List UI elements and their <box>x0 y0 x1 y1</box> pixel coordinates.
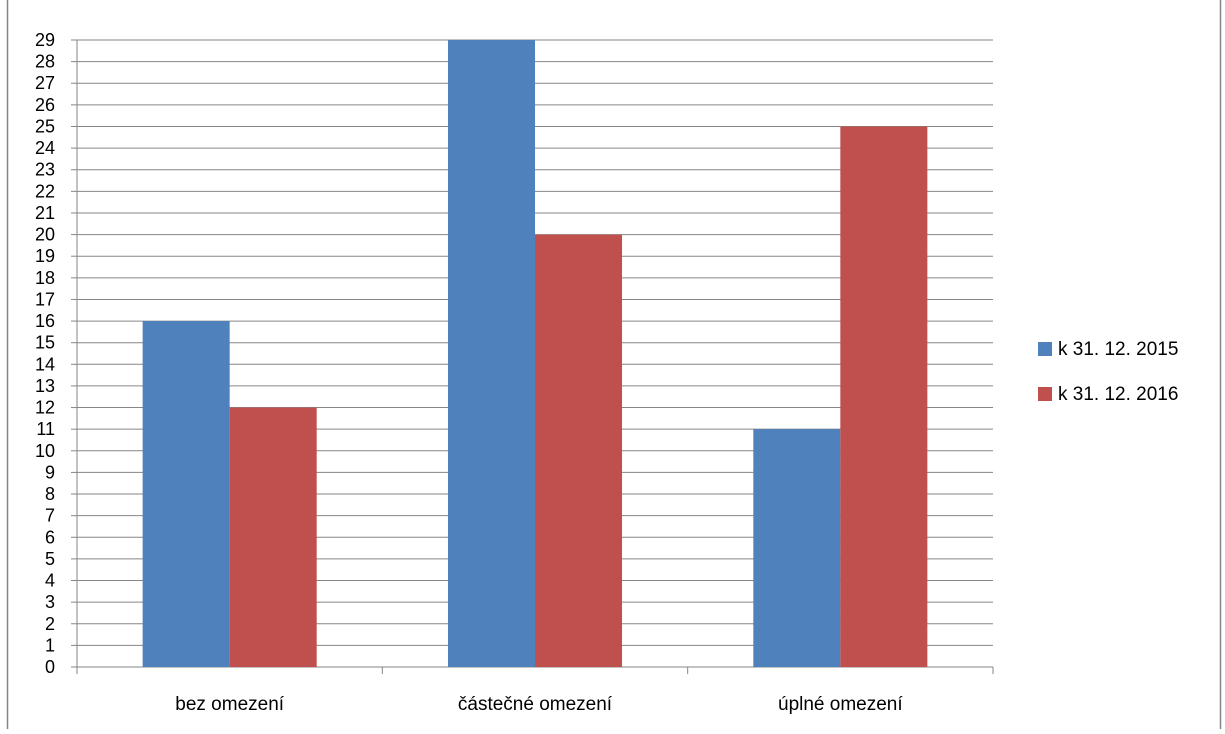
chart-border <box>6 0 1222 734</box>
y-tick-label: 19 <box>35 246 55 266</box>
y-tick-label: 29 <box>35 30 55 50</box>
y-tick-label: 15 <box>35 333 55 353</box>
x-tick-label: úplné omezení <box>778 694 903 715</box>
y-tick-label: 0 <box>45 657 55 677</box>
bar <box>447 40 535 667</box>
y-tick-label: 16 <box>35 311 55 331</box>
y-tick-label: 4 <box>45 571 55 591</box>
y-tick-label: 6 <box>45 527 55 547</box>
y-tick-label: 24 <box>35 138 55 158</box>
y-tick-label: 3 <box>45 592 55 612</box>
y-tick-label: 10 <box>35 441 55 461</box>
y-tick-label: 28 <box>35 52 55 72</box>
x-tick-label: částečné omezení <box>458 694 613 715</box>
y-tick-label: 2 <box>45 614 55 634</box>
legend-label: k 31. 12. 2015 <box>1058 339 1178 360</box>
legend-swatch <box>1038 387 1052 401</box>
legend-swatch <box>1038 342 1052 356</box>
legend-label: k 31. 12. 2016 <box>1058 384 1178 405</box>
y-tick-label: 14 <box>35 354 55 374</box>
bar <box>535 234 623 667</box>
y-tick-label: 27 <box>35 73 55 93</box>
y-tick-label: 23 <box>35 160 55 180</box>
y-tick-label: 21 <box>35 203 55 223</box>
y-tick-label: 7 <box>45 506 55 526</box>
legend: k 31. 12. 2015 k 31. 12. 2016 <box>1038 339 1178 405</box>
y-tick-label: 12 <box>35 398 55 418</box>
y-tick-label: 1 <box>45 635 55 655</box>
y-tick-label: 18 <box>35 268 55 288</box>
y-tick-label: 13 <box>35 376 55 396</box>
y-tick-label: 25 <box>35 116 55 136</box>
y-tick-label: 17 <box>35 289 55 309</box>
y-tick-label: 5 <box>45 549 55 569</box>
bar <box>229 407 317 667</box>
bar <box>840 126 928 667</box>
x-tick-label: bez omezení <box>175 694 285 715</box>
bars <box>142 40 928 667</box>
bar <box>753 429 841 667</box>
y-tick-label: 8 <box>45 484 55 504</box>
y-tick-label: 26 <box>35 95 55 115</box>
y-tick-label: 9 <box>45 462 55 482</box>
tick-labels: 0123456789101112131415161718192021222324… <box>35 30 903 715</box>
y-tick-label: 11 <box>36 419 55 439</box>
y-tick-label: 20 <box>35 225 55 245</box>
y-tick-label: 22 <box>35 181 55 201</box>
bar <box>142 321 230 667</box>
